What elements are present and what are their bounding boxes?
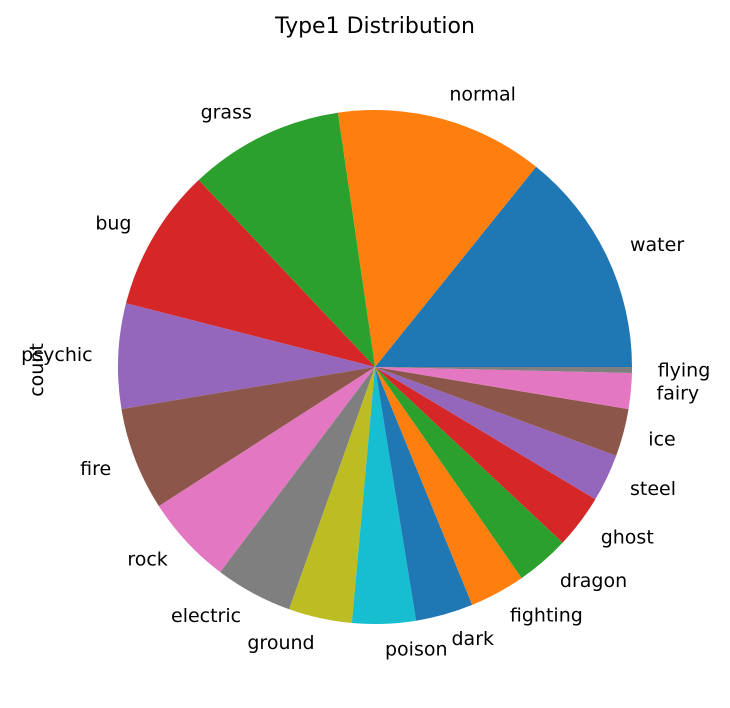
pie-label-steel: steel [630, 478, 676, 500]
pie-slice-rock [158, 367, 375, 573]
pie-label-normal: normal [449, 83, 516, 105]
pie-slice-ghost [375, 367, 596, 543]
pie-label-ground: ground [247, 632, 314, 654]
pie-label-grass: grass [201, 102, 252, 124]
pie-slice-psychic [117, 303, 375, 410]
pie-slice-dragon [375, 367, 563, 579]
pie-slice-electric [220, 367, 375, 610]
pie-slice-water [375, 166, 632, 367]
pie-slice-ice [375, 367, 629, 456]
pie-label-bug: bug [95, 212, 131, 234]
pie-label-fire: fire [80, 458, 111, 480]
pie-slice-steel [375, 367, 617, 500]
pie-label-ice: ice [648, 428, 675, 450]
pie-label-electric: electric [171, 605, 241, 627]
pie-labels: water normal grass bug psychic fire rock electr… [21, 83, 710, 660]
pie-label-dragon: dragon [560, 570, 627, 592]
y-axis-label: count [26, 343, 48, 397]
pie-slice-normal [337, 109, 537, 368]
pie-slice-fairy [375, 367, 632, 410]
pie-label-fairy: fairy [657, 383, 700, 405]
pie-slices [117, 109, 632, 625]
pie-label-flying: flying [658, 359, 711, 381]
pie-label-fighting: fighting [510, 604, 583, 626]
pie-slice-dark [375, 367, 473, 621]
pie-slice-bug [126, 180, 375, 367]
pie-slice-poison [351, 367, 417, 625]
pie-slice-flying [375, 367, 632, 374]
pie-slice-ground [289, 367, 375, 623]
pie-label-dark: dark [452, 628, 495, 650]
pie-label-psychic: psychic [21, 344, 92, 366]
pie-label-rock: rock [127, 548, 167, 570]
pie-slice-fire [121, 367, 375, 507]
pie-slice-fighting [375, 367, 522, 605]
pie-slice-grass [198, 112, 375, 367]
pie-label-water: water [630, 234, 684, 256]
pie-label-ghost: ghost [601, 526, 654, 548]
pie-label-poison: poison [385, 639, 448, 661]
chart-title: Type1 Distribution [274, 14, 475, 39]
